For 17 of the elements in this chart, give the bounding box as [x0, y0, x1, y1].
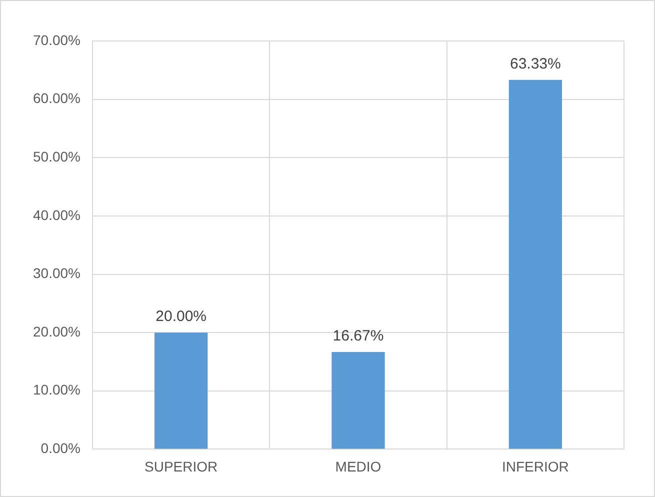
- y-tick-label: 20.00%: [33, 323, 80, 340]
- y-tick-label: 0.00%: [40, 440, 80, 456]
- bar: [508, 80, 562, 449]
- y-tick-label: 40.00%: [33, 206, 80, 223]
- y-tick-label: 30.00%: [33, 265, 80, 282]
- y-tick-label: 50.00%: [33, 148, 80, 164]
- y-tick-label: 70.00%: [33, 32, 80, 48]
- data-label: 63.33%: [510, 56, 561, 73]
- bar: [154, 332, 208, 449]
- y-tick-label: 60.00%: [33, 90, 80, 106]
- x-tick-label: MEDIO: [335, 458, 382, 474]
- x-tick-label: INFERIOR: [502, 458, 569, 474]
- bar: [332, 352, 385, 449]
- data-label: 16.67%: [332, 328, 384, 345]
- x-tick-label: SUPERIOR: [144, 458, 218, 474]
- y-tick-label: 10.00%: [33, 382, 80, 398]
- data-label: 20.00%: [156, 308, 207, 326]
